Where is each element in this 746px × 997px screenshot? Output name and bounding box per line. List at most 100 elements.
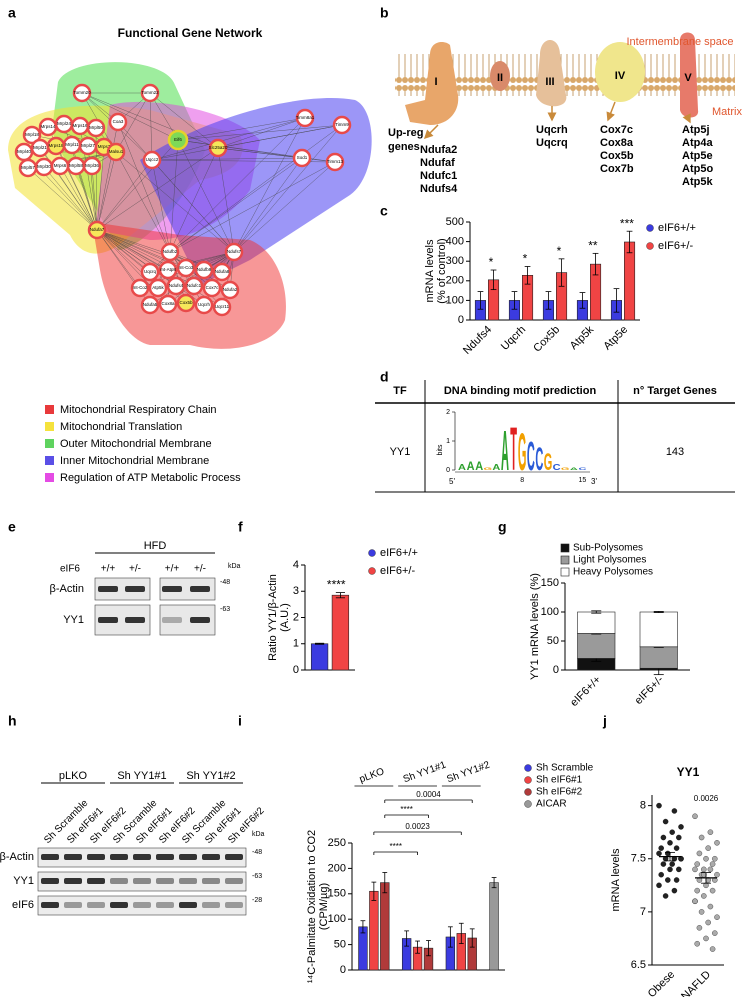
node-label: Mrpl40 <box>17 149 31 154</box>
point <box>698 909 705 915</box>
legend-label: Sh eIF6#1 <box>536 775 583 786</box>
network-edge <box>177 139 235 253</box>
node-label: Uqcc2 <box>146 157 159 162</box>
legend-marker <box>560 567 570 577</box>
motif-letter: T <box>510 416 517 484</box>
legend-label: Regulation of ATP Metabolic Process <box>60 472 241 484</box>
y-tick-label: 4 <box>293 559 299 571</box>
point <box>712 856 718 862</box>
group-label: Sh YY1#2 <box>186 770 235 782</box>
region-label: Matrix <box>712 106 742 118</box>
node-label: Ndufa8 <box>215 269 230 274</box>
y-tick-label: 400 <box>446 236 464 248</box>
network-node <box>106 142 126 162</box>
annotation: * <box>523 252 528 266</box>
y-tick-label: 3 <box>293 585 299 597</box>
panel-label: j <box>602 713 607 729</box>
legend-label: eIF6+/- <box>658 240 693 252</box>
band <box>110 878 128 884</box>
point <box>701 866 707 873</box>
condition-label: HFD <box>144 540 167 552</box>
band <box>64 878 82 884</box>
y-tick-label: 0 <box>293 664 299 676</box>
node-label: Mrpl27 <box>81 143 95 148</box>
network-edge <box>59 165 98 231</box>
y-axis-label: mRNA levels <box>610 848 622 911</box>
x-tick-label: Cox5b <box>531 324 562 355</box>
y-tick-label: 0 <box>458 314 464 326</box>
network-edge <box>151 159 171 253</box>
bar-segment <box>577 611 616 634</box>
axis-label: bits <box>437 444 444 455</box>
network-edge <box>75 165 98 231</box>
blot <box>159 577 216 601</box>
node-label: Tomm20 <box>73 90 91 95</box>
group-label: Sh YY1#1 <box>117 770 166 782</box>
gene-label: Atp5k <box>682 176 713 188</box>
point <box>698 834 705 841</box>
y-tick-label: 200 <box>328 862 346 874</box>
y-tick-label: 0 <box>340 964 346 976</box>
y-tick-label: 50 <box>334 939 346 951</box>
band <box>190 586 210 592</box>
legend-swatch <box>45 422 54 431</box>
network-edge <box>96 159 153 231</box>
legend-label: eIF6+/- <box>380 565 415 577</box>
point <box>673 877 680 883</box>
bar-segment <box>639 611 678 648</box>
node-label: Cox7c <box>206 285 220 290</box>
point <box>662 818 669 825</box>
point <box>692 866 698 873</box>
genotype-label: +/- <box>194 564 206 575</box>
point <box>707 903 714 910</box>
node-label: Mrps18 <box>48 143 64 148</box>
network-edge <box>217 117 306 149</box>
network-title: Functional Gene Network <box>118 26 263 40</box>
panel-label: e <box>8 519 16 535</box>
legend-label: AICAR <box>536 799 567 810</box>
point <box>701 893 707 899</box>
y-tick-label: 6.5 <box>631 959 646 971</box>
node-label: Ndufs4 <box>169 283 184 288</box>
legend-marker <box>524 764 532 772</box>
genotype-label: +/- <box>129 564 141 575</box>
x-tick-label: Atp5e <box>601 324 630 353</box>
panel-label: b <box>380 5 389 21</box>
network-node <box>130 278 150 298</box>
kda-label: kDa <box>228 563 241 570</box>
node-label: Mrpl11 <box>65 142 79 147</box>
panel-label: h <box>8 713 17 729</box>
upreg-label: genes <box>388 141 420 153</box>
kda-marker: -63 <box>220 606 230 613</box>
motif-letter: C <box>553 463 561 472</box>
panel-label: a <box>8 5 16 21</box>
band <box>190 617 210 623</box>
point <box>671 808 678 814</box>
y-tick-label: 100 <box>328 913 346 925</box>
point <box>714 914 720 920</box>
legend-marker <box>524 776 532 784</box>
legend-marker <box>368 549 376 557</box>
motif-letter: A <box>570 466 578 471</box>
point <box>656 802 662 809</box>
band <box>133 878 151 884</box>
region-label: Intermembrane space <box>627 36 734 48</box>
gene-label: Atp5e <box>682 150 713 162</box>
y-tick-label: 250 <box>328 837 346 849</box>
legend-label: Inner Mitochondrial Membrane <box>60 455 209 467</box>
network-node <box>140 83 160 103</box>
network-node <box>158 294 178 314</box>
point <box>707 829 714 835</box>
legend-swatch <box>45 439 54 448</box>
network-edge <box>115 92 151 153</box>
node-label: Uqcr11 <box>215 304 230 309</box>
point <box>705 845 711 851</box>
motif-letter: C <box>527 435 535 480</box>
band <box>133 902 151 908</box>
end-label: 5' <box>449 477 455 486</box>
node-label: Sod1 <box>297 155 308 160</box>
network-edge <box>151 117 306 161</box>
band <box>225 854 243 860</box>
y-tick-label: 1 <box>446 438 450 445</box>
band <box>98 617 118 623</box>
